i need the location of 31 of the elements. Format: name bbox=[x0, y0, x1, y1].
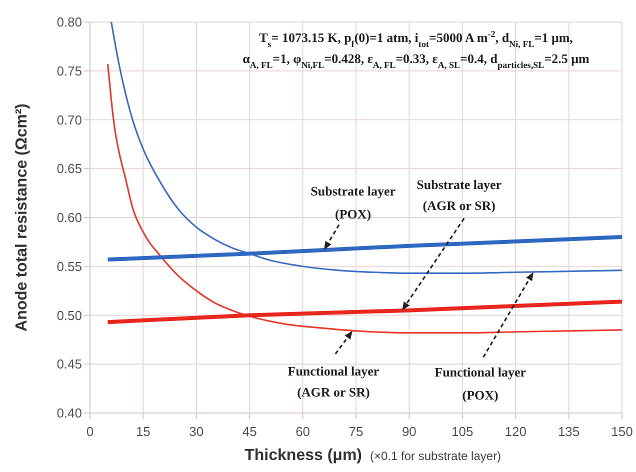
x-tick-label: 60 bbox=[296, 424, 310, 440]
line-series bbox=[106, 300, 622, 324]
y-tick-label: 0.45 bbox=[56, 356, 82, 372]
x-tick-label: 150 bbox=[611, 424, 633, 440]
text: (×0.1 for substrate layer) bbox=[370, 449, 502, 463]
x-tick-label: 105 bbox=[452, 424, 474, 440]
y-tick-label: 0.50 bbox=[56, 308, 82, 323]
y-axis-title: Anode total resistance (Ωcm²) bbox=[14, 104, 30, 332]
x-tick-label: 30 bbox=[189, 424, 204, 440]
x-tick-label: 90 bbox=[402, 424, 416, 440]
text: α$_{A, FL}$=1, φ$_{Ni,FL}$=0.428, ε$_{A, FL}$=0.33, ε$_{A, SL}$=0.4, d$_{particles,SL}$=2.5 μm bbox=[242, 51, 590, 70]
y-tick-label: 0.70 bbox=[56, 112, 82, 128]
y-tick-label: 0.65 bbox=[56, 161, 82, 176]
x-axis-title: Thickness (μm) bbox=[244, 447, 362, 464]
x-tick-label: 45 bbox=[242, 424, 257, 440]
x-tick-label: 120 bbox=[504, 424, 526, 440]
y-tick-label: 0.75 bbox=[56, 63, 82, 78]
annotation: Substrate layer (POX) bbox=[310, 183, 396, 222]
annotation: Functional layer (POX) bbox=[434, 364, 526, 403]
x-tick-label: 0 bbox=[86, 424, 94, 440]
annotation: Substrate layer (AGR or SR) bbox=[416, 176, 502, 213]
y-tick-label: 0.80 bbox=[56, 14, 82, 30]
x-tick-label: 135 bbox=[558, 424, 580, 440]
annotation: Functional layer (AGR or SR) bbox=[288, 363, 380, 400]
line-series bbox=[110, 22, 622, 274]
y-tick-label: 0.55 bbox=[56, 258, 82, 274]
y-tick-label: 0.40 bbox=[56, 406, 82, 421]
x-tick-label: 75 bbox=[348, 424, 364, 440]
x-tick-label: 15 bbox=[136, 424, 150, 440]
text: T$_{s}$= 1073.15 K, p$_{f}$(0)=1 atm, i$_{tot}$=5000 A m$^{-2}$, d$_{Ni, FL}$=1 μm, bbox=[259, 29, 573, 49]
y-tick-label: 0.60 bbox=[56, 210, 82, 226]
